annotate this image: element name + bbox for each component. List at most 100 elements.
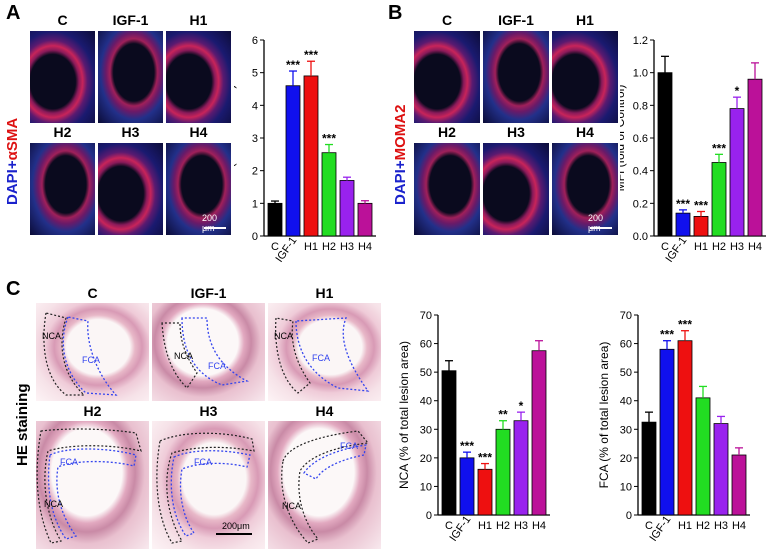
- x-tick-label: H1: [304, 241, 318, 253]
- y-tick-label: 70: [420, 310, 432, 322]
- bar: [357, 202, 373, 237]
- y-tick-label: 40: [620, 396, 632, 408]
- panel-a-group-label: H3: [121, 124, 140, 140]
- micrograph-a-h1: [166, 31, 231, 123]
- bar: [693, 215, 709, 237]
- x-tick-label: H2: [496, 520, 510, 532]
- panel-c-stain-label: HE staining: [14, 383, 31, 466]
- scale-bar: [590, 227, 612, 229]
- panel-a-group-label: H2: [53, 124, 72, 140]
- panel-c-group-label: H3: [199, 403, 218, 419]
- micrograph-c-h2: NCA FCA: [36, 421, 149, 549]
- x-tick-label: H4: [748, 241, 762, 253]
- y-tick-label: 40: [420, 396, 432, 408]
- x-tick-label: H3: [730, 241, 744, 253]
- nca-label: NCA: [274, 331, 294, 341]
- nca-label: NCA: [282, 501, 302, 511]
- micrograph-c-h4: FCA NCA: [268, 421, 381, 549]
- y-tick-label: 30: [620, 424, 632, 436]
- y-tick-label: 0.0: [633, 231, 648, 243]
- bar: [441, 370, 457, 516]
- panel-b-group-label: H2: [438, 124, 456, 140]
- panel-a-group-label: H1: [189, 12, 208, 28]
- panel-b-stain-label: DAPI+MOMA2: [392, 105, 409, 205]
- micrograph-b-h4: 200 μm: [552, 143, 618, 235]
- x-tick-label: C: [645, 520, 653, 532]
- micrograph-b-c: [414, 31, 480, 123]
- x-tick-label: H4: [732, 520, 746, 532]
- y-tick-label: 0.4: [633, 166, 648, 178]
- scale-bar-label: 200 μm: [202, 213, 218, 233]
- bar: [285, 85, 301, 237]
- scale-bar-label: 200μm: [222, 521, 250, 531]
- significance-label: **: [498, 408, 508, 422]
- x-tick-label: H3: [714, 520, 728, 532]
- micrograph-a-h4: 200 μm: [166, 143, 231, 235]
- bar: [711, 162, 727, 237]
- panel-b-stain-prefix: DAPI+: [392, 160, 409, 205]
- significance-label: ***: [678, 318, 692, 332]
- y-tick-label: 50: [620, 367, 632, 379]
- region-outline: [43, 312, 118, 396]
- panel-c-group-label: IGF-1: [190, 285, 227, 301]
- micrograph-a-igf1: [98, 31, 163, 123]
- scale-bar: [216, 533, 252, 535]
- significance-label: ***: [676, 197, 690, 211]
- nca-label: NCA: [44, 499, 64, 509]
- micrograph-b-h2: [414, 143, 480, 235]
- y-tick-label: 50: [420, 367, 432, 379]
- y-tick-label: 0: [426, 510, 432, 522]
- panel-b-letter: B: [388, 2, 403, 24]
- nca-label: NCA: [42, 331, 62, 341]
- panel-c-letter: C: [6, 278, 21, 300]
- bar: [531, 350, 547, 516]
- bar: [695, 397, 711, 516]
- y-tick-label: 1.2: [633, 35, 648, 47]
- scale-bar: [204, 227, 226, 229]
- panel-b-group-label: H1: [576, 12, 594, 28]
- y-tick-label: 0.2: [633, 198, 648, 210]
- fca-label: FCA: [208, 361, 226, 371]
- y-tick-label: 3: [252, 133, 258, 145]
- y-tick-label: 20: [420, 453, 432, 465]
- y-tick-label: 60: [620, 339, 632, 351]
- nca-label: NCA: [174, 351, 194, 361]
- significance-label: ***: [694, 199, 708, 213]
- bar: [657, 72, 673, 237]
- y-axis-label: MFI (fold of Control): [620, 85, 627, 192]
- micrograph-b-igf1: [483, 31, 549, 123]
- bar: [477, 468, 493, 516]
- bar: [495, 428, 511, 516]
- y-tick-label: 60: [420, 339, 432, 351]
- fca-label: FCA: [340, 441, 358, 451]
- panel-a-group-label: IGF-1: [112, 12, 149, 28]
- x-tick-label: H1: [694, 241, 708, 253]
- bar: [513, 420, 529, 516]
- x-tick-label: H4: [358, 241, 372, 253]
- micrograph-a-c: [30, 31, 95, 123]
- significance-label: ***: [712, 141, 726, 155]
- x-tick-label: H4: [532, 520, 546, 532]
- fca-label: FCA: [60, 457, 78, 467]
- significance-label: *: [519, 399, 524, 413]
- micrograph-c-igf1: NCA FCA: [152, 303, 265, 401]
- y-axis-label: NCA (% of total lesion area): [398, 341, 411, 489]
- y-tick-label: 2: [252, 166, 258, 178]
- significance-label: ***: [322, 132, 336, 146]
- x-tick-label: C: [661, 241, 669, 253]
- panel-a-stain-label: DAPI+αSMA: [4, 118, 21, 205]
- panel-c-group-label: H2: [83, 403, 102, 419]
- region-outline: [161, 317, 250, 389]
- fca-label: FCA: [194, 457, 212, 467]
- x-tick-label: C: [445, 520, 453, 532]
- region-outline: [156, 432, 255, 544]
- micrograph-c-c: NCA FCA: [36, 303, 149, 401]
- panel-a-stain-marker: αSMA: [4, 117, 21, 161]
- y-tick-label: 0: [626, 510, 632, 522]
- panel-b-stain-marker: MOMA2: [392, 104, 409, 161]
- y-tick-label: 0.8: [633, 100, 648, 112]
- panel-c-group-label: H4: [315, 403, 334, 419]
- micrograph-c-h3: FCA 200μm: [152, 421, 265, 549]
- bar: [339, 180, 355, 237]
